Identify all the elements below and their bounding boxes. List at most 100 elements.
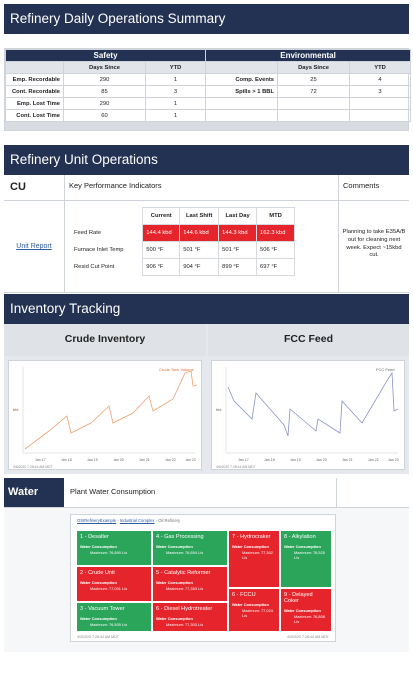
tile-value: Maximum: 77,024 L/s [242,608,273,618]
tile-value: Maximum: 76,808 L/s [294,614,325,624]
crude-inventory-title: Crude Inventory [4,324,206,356]
tile-metric: Water Consumption [232,544,269,549]
table-row: Furnace Inlet Temp 500 °F 501 °F 501 °F … [71,241,295,259]
unit-ops-title: Refinery Unit Operations [10,152,158,167]
breadcrumb-item[interactable]: Industrial Complex [119,518,155,523]
fcc-feed-chart: bbl FCC Feed Jan 17 Jan 18 Jan 19 Jan 20… [211,360,405,470]
kpi-value: 506 °F [256,241,295,259]
empty-cell [349,109,412,122]
empty-cell [277,109,351,122]
x-tick: Jan 20 [113,458,124,462]
tile-catalytic-reformer[interactable]: 5 - Catalytic Reformer Water Consumption… [153,567,227,601]
tile-metric: Water Consumption [232,602,269,607]
kpi-value: 144.6 kbd [179,224,220,242]
env-ytd-value: 4 [349,73,412,86]
unit-code: CU [10,181,26,193]
kpi-value: 144.3 kbd [218,224,258,242]
page-title-banner: Refinery Daily Operations Summary [4,4,409,34]
env-ytd-header: YTD [349,61,412,74]
y-axis-label: bbl [216,407,221,412]
tile-metric: Water Consumption [156,580,193,585]
safety-ytd-value: 1 [144,97,207,110]
inventory-banner: Inventory Tracking [4,294,409,324]
safety-days-value: 60 [63,109,146,122]
kpi-value: 501 °F [218,241,258,259]
kpi-table: Current Last Shift Last Day MTD Feed Rat… [71,207,295,276]
safety-row-label: Emp. Recordable [5,73,64,86]
table-row: Resid Cut Point 906 °F 904 °F 899 °F 697… [71,258,295,276]
unit-report-link[interactable]: Unit Report [16,243,52,250]
tile-metric: Water Consumption [156,544,193,549]
tile-name: 8 - Alkylation [284,534,316,540]
safety-ytd-header: YTD [144,61,207,74]
water-title: Water [4,478,64,507]
tile-fccu[interactable]: 6 - FCCU Water Consumption Maximum: 77,0… [229,589,279,631]
crude-series-line [24,370,198,450]
tile-hydrocraker[interactable]: 7 - Hydrocraker Water Consumption Maximu… [229,531,279,587]
y-axis-label: bbl [13,407,18,412]
kpi-col-header: Last Day [218,207,258,225]
safety-days-since-header: Days Since [63,61,146,74]
unit-ops-banner: Refinery Unit Operations [4,145,409,175]
tile-name: 6 - Diesel Hydrotreater [156,606,213,612]
tile-crude-unit[interactable]: 2 - Crude Unit Water Consumption Maximum… [77,567,151,601]
env-days-since-header: Days Since [277,61,351,74]
empty-cell [277,97,351,110]
dashboard: Refinery Daily Operations Summary Safety… [4,4,412,652]
x-tick: Jan 19 [87,458,98,462]
kpi-value: 144.4 kbd [142,224,181,242]
x-tick: Jan 18 [264,458,275,462]
kpi-header: Key Performance Indicators [64,175,338,200]
inventory-panel: Crude Inventory FCC Feed bbl Crude Tank … [4,324,409,474]
breadcrumb-item[interactable]: OSIRefineryExample [77,518,117,523]
safety-environment-panel: Safety Environmental Days Since YTD Days… [4,48,412,131]
tile-metric: Water Consumption [80,580,117,585]
crude-inventory-chart: bbl Crude Tank Volume Jan 17 Jan 18 Jan … [8,360,202,470]
kpi-value: 904 °F [179,258,220,276]
x-tick: Jan 17 [35,458,46,462]
breadcrumb-separator: › [155,518,159,523]
kpi-row-label: Resid Cut Point [74,264,115,270]
tile-metric: Water Consumption [80,544,117,549]
fcc-caption: 4/6/2020 7:28:44 AM MDT [216,465,256,469]
page-title: Refinery Daily Operations Summary [10,11,226,26]
kpi-blank-header [71,208,143,225]
tile-value: Maximum: 77,303 L/s [166,622,204,627]
env-blank-header [205,61,279,74]
table-row: Cont. Lost Time 60 1 [5,109,412,122]
table-row: Feed Rate 144.4 kbd 144.6 kbd 144.3 kbd … [71,224,295,242]
fcc-series-line [227,371,399,437]
tile-gas-processing[interactable]: 4 - Gas Processing Water Consumption Max… [153,531,227,565]
tile-value: Maximum: 76,890 L/s [90,550,128,555]
safety-row-label: Cont. Lost Time [5,109,64,122]
env-row-label: Spills > 1 BBL [205,85,279,98]
x-tick: Jan 21 [139,458,150,462]
tile-desalter[interactable]: 1 - Desalter Water Consumption Maximum: … [77,531,151,565]
x-tick: Jan 23 [185,458,196,462]
crude-caption: 4/6/2020 7:28:44 AM MDT [13,465,53,469]
water-panel: OSIRefineryExample › Industrial Complex … [4,508,409,652]
breadcrumb-item: Oil Refinery [158,518,181,523]
kpi-value: 899 °F [218,258,258,276]
x-tick: Jan 22 [165,458,176,462]
tile-value: Maximum: 77,302 L/s [242,550,273,560]
water-subtitle: Plant Water Consumption [70,487,156,496]
fcc-feed-title: FCC Feed [208,324,409,356]
tile-diesel-hydrotreater[interactable]: 6 - Diesel Hydrotreater Water Consumptio… [153,603,227,631]
water-display: OSIRefineryExample › Industrial Complex … [70,514,336,642]
tile-name: 7 - Hydrocraker [232,534,271,540]
env-days-value: 25 [277,73,351,86]
x-tick: Jan 20 [316,458,327,462]
x-tick: Jan 22 [368,458,379,462]
kpi-panel: Current Last Shift Last Day MTD Feed Rat… [64,201,338,292]
safety-row-label: Cont. Recordable [5,85,64,98]
tile-alkylation[interactable]: 8 - Alkylation Water Consumption Maximum… [281,531,331,587]
env-row-label: Comp. Events [205,73,279,86]
tile-vacuum-tower[interactable]: 3 - Vacuum Tower Water Consumption Maxim… [77,603,151,631]
tile-value: Maximum: 77,001 L/s [90,586,128,591]
tile-delayed-coker[interactable]: 9 - Delayed Coker Water Consumption Maxi… [281,589,331,631]
table-row: Emp. Lost Time 290 1 [5,97,412,110]
unit-comment: Planning to take E35A/B out for cleaning… [338,201,409,292]
spacer [4,131,409,145]
unit-report-cell: Unit Report [4,201,64,292]
